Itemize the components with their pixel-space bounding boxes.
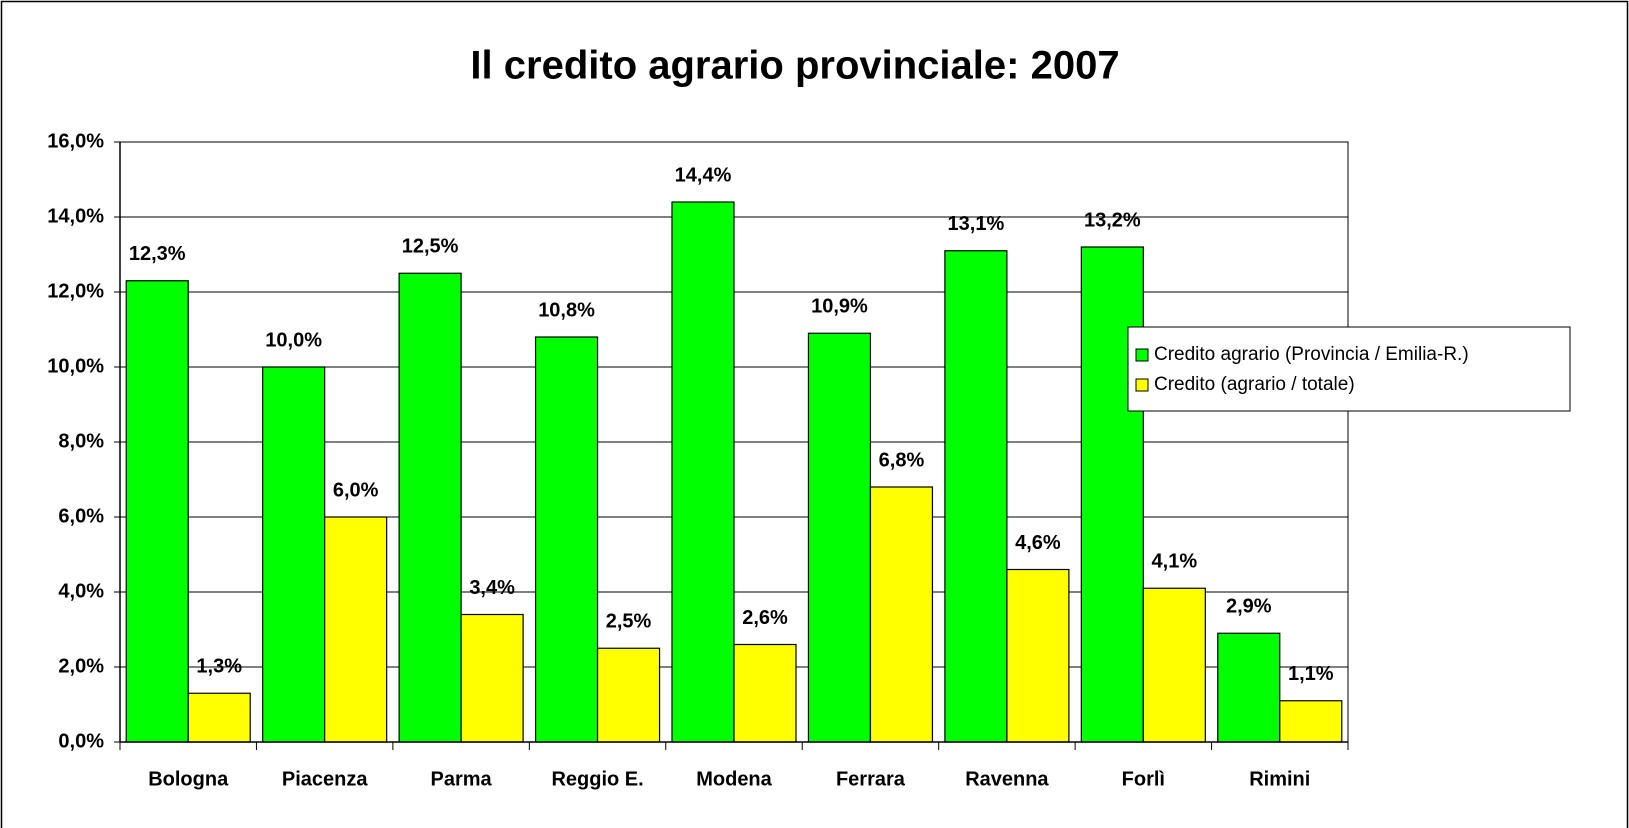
value-label: 1,1% (1288, 663, 1334, 685)
value-label: 14,4% (675, 164, 732, 186)
bar (733, 643, 797, 743)
bar (534, 336, 599, 743)
bar (1006, 568, 1070, 743)
legend-label: Credito (agrario / totale) (1154, 374, 1355, 395)
y-tick-label: 8,0% (58, 430, 104, 452)
value-label: 12,5% (402, 236, 459, 258)
bar (125, 280, 189, 743)
bar (324, 516, 388, 743)
bar (596, 647, 661, 743)
bar (460, 613, 524, 743)
value-label: 3,4% (469, 577, 515, 599)
value-label: 2,9% (1226, 596, 1272, 618)
y-tick-label: 12,0% (47, 280, 104, 302)
legend-swatch (1135, 348, 1149, 362)
legend: Credito agrario (Provincia / Emilia-R.) C… (1127, 326, 1571, 412)
value-label: 6,8% (879, 449, 925, 471)
value-label: 10,9% (811, 296, 868, 318)
y-tick-label: 0,0% (58, 730, 104, 752)
bar (807, 332, 872, 743)
x-tick-label: Reggio E. (551, 768, 643, 790)
value-label: 2,6% (742, 607, 788, 629)
bar (1142, 587, 1206, 743)
bar (1279, 700, 1343, 743)
x-tick-label: Piacenza (282, 768, 368, 790)
bar (398, 272, 462, 743)
y-tick-label: 14,0% (47, 205, 104, 227)
value-label: 4,6% (1015, 532, 1061, 554)
value-label: 6,0% (333, 479, 379, 501)
value-label: 10,0% (265, 329, 322, 351)
x-tick-label: Ravenna (965, 768, 1049, 790)
bar (1217, 632, 1281, 743)
bar (944, 250, 1008, 743)
chart-title: Il credito agrario provinciale: 2007 (470, 44, 1119, 88)
value-label: 2,5% (606, 611, 652, 633)
x-tick-label: Forlì (1122, 768, 1165, 790)
legend-swatch (1135, 378, 1149, 392)
value-label: 12,3% (129, 243, 186, 265)
legend-label: Credito agrario (Provincia / Emilia-R.) (1154, 344, 1469, 365)
y-tick-label: 6,0% (58, 505, 104, 527)
x-tick-label: Ferrara (836, 768, 906, 790)
value-label: 13,1% (948, 213, 1005, 235)
value-label: 4,1% (1152, 551, 1198, 573)
y-tick-label: 10,0% (47, 355, 104, 377)
bar (1080, 246, 1144, 743)
x-tick-label: Modena (696, 768, 772, 790)
bar (671, 201, 735, 743)
x-tick-label: Parma (431, 768, 493, 790)
legend-box (1127, 326, 1571, 412)
y-tick-label: 2,0% (58, 655, 104, 677)
y-tick-label: 16,0% (47, 130, 104, 152)
y-tick-label: 4,0% (58, 580, 104, 602)
bar (262, 366, 326, 743)
value-label: 1,3% (196, 656, 242, 678)
value-label: 13,2% (1084, 209, 1141, 231)
bar (187, 692, 251, 743)
bar (869, 486, 934, 743)
x-tick-label: Bologna (148, 768, 229, 790)
x-tick-label: Rimini (1249, 768, 1310, 790)
value-label: 10,8% (538, 299, 595, 321)
